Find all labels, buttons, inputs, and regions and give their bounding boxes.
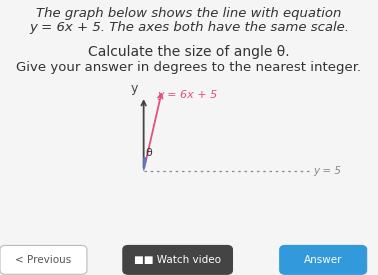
FancyBboxPatch shape <box>280 245 367 274</box>
Text: Answer: Answer <box>304 255 342 265</box>
Text: ■■ Watch video: ■■ Watch video <box>134 255 221 265</box>
Polygon shape <box>144 158 146 170</box>
FancyBboxPatch shape <box>0 245 87 274</box>
Text: y: y <box>130 82 138 95</box>
Text: θ: θ <box>146 148 152 158</box>
Text: Give your answer in degrees to the nearest integer.: Give your answer in degrees to the neare… <box>16 60 362 73</box>
Text: The graph below shows the line with equation: The graph below shows the line with equa… <box>36 7 342 20</box>
Text: < Previous: < Previous <box>15 255 71 265</box>
FancyBboxPatch shape <box>123 245 232 274</box>
Text: Calculate the size of angle θ.: Calculate the size of angle θ. <box>88 45 290 59</box>
Text: y = 6x + 5: y = 6x + 5 <box>157 90 217 100</box>
Text: y = 5: y = 5 <box>313 166 341 175</box>
Text: y = 6x + 5. The axes both have the same scale.: y = 6x + 5. The axes both have the same … <box>29 21 349 34</box>
